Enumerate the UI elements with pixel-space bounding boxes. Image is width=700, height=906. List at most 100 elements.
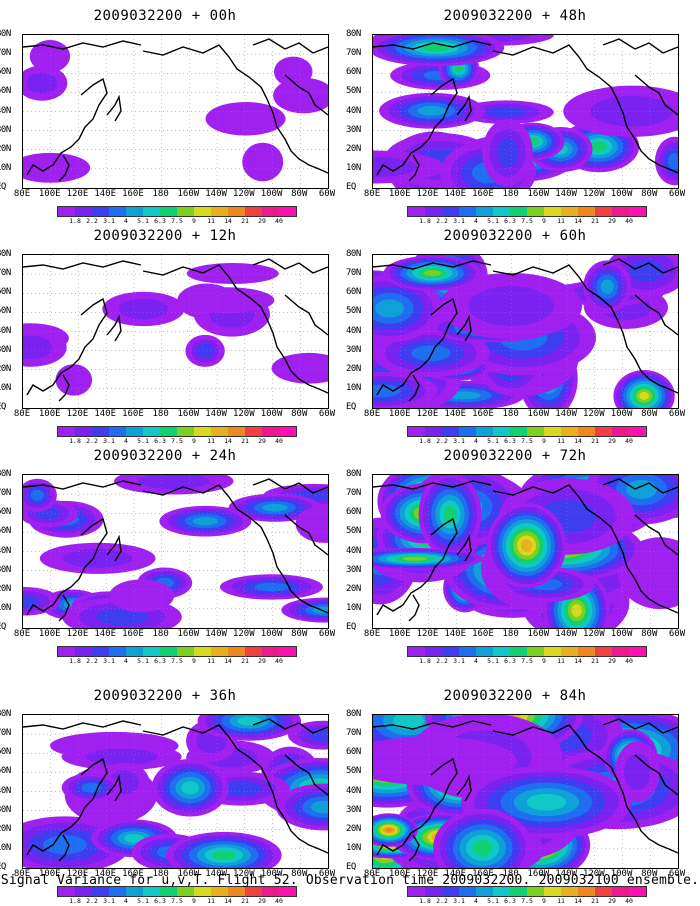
- variance-map: [22, 34, 329, 189]
- latitude-label: 60N: [0, 287, 11, 298]
- panel-title: 2009032200 + 48h: [443, 8, 587, 24]
- coastline: [260, 766, 328, 854]
- longitude-label: 100W: [260, 869, 283, 879]
- colorbar-tick-label: 40: [625, 657, 633, 665]
- colorbar-swatch: [578, 887, 595, 896]
- colorbar-swatch: [177, 427, 194, 436]
- colorbar-tick-label: 21: [241, 217, 249, 225]
- colorbar-swatch: [126, 207, 143, 216]
- colorbar-swatch: [544, 647, 561, 656]
- colorbar-swatch: [245, 887, 262, 896]
- colorbar-tick-label: 14: [574, 897, 582, 905]
- colorbar-swatch: [92, 647, 109, 656]
- longitude-label: 160E: [472, 869, 494, 879]
- variance-contour: [212, 850, 236, 860]
- longitude-label: 160W: [527, 869, 550, 879]
- colorbar-tick-label: 2.2: [86, 897, 98, 905]
- variance-contour: [417, 105, 447, 116]
- longitude-label: 120W: [232, 409, 255, 419]
- latitude-label: 20N: [0, 143, 11, 154]
- latitude-label: 10N: [346, 382, 361, 393]
- map-canvas: [23, 715, 328, 868]
- longitude-label: 160W: [177, 869, 200, 879]
- colorbar-swatch: [527, 207, 544, 216]
- colorbar-swatch: [595, 887, 612, 896]
- colorbar-swatch: [629, 647, 646, 656]
- colorbar-swatch: [459, 887, 476, 896]
- colorbar-swatch: [578, 207, 595, 216]
- colorbar-tick-label: 29: [608, 657, 616, 665]
- variance-contour: [109, 579, 175, 613]
- latitude-label: 10N: [346, 162, 361, 173]
- latitude-label: 70N: [346, 488, 361, 499]
- latitude-label: 80N: [0, 249, 11, 259]
- forecast-panel: 2009032200 + 84h 80N 70N 60N 50N 40N 30N 20N 10N…: [346, 688, 685, 905]
- variance-contour: [422, 44, 450, 52]
- variance-contour: [373, 736, 517, 786]
- coastline: [456, 534, 472, 562]
- colorbar-tick-label: 9: [542, 657, 546, 665]
- longitude-label: 100E: [388, 869, 411, 879]
- colorbar-tick-label: 3.1: [453, 657, 465, 665]
- latitude-label: 20N: [0, 363, 11, 374]
- variance-contour: [219, 781, 262, 796]
- colorbar-tick-label: 2.2: [436, 217, 448, 225]
- coastline: [602, 718, 678, 734]
- latitude-label: 20N: [346, 143, 361, 154]
- latitude-label: 10N: [0, 162, 11, 173]
- variance-contour: [205, 102, 286, 136]
- colorbar-tick-label: 21: [591, 897, 599, 905]
- colorbar-swatch: [425, 427, 442, 436]
- coastline: [492, 264, 612, 308]
- colorbar-tick-label: 4: [474, 657, 478, 665]
- colorbar-swatch: [245, 207, 262, 216]
- longitude-label: 180: [152, 869, 169, 879]
- longitude-label: 160E: [472, 409, 494, 419]
- colorbar-swatch: [109, 647, 126, 656]
- colorbar-swatch: [75, 207, 92, 216]
- colorbar-tick-label: 1.8: [69, 217, 81, 225]
- variance-contour: [181, 781, 200, 795]
- colorbar-swatch: [629, 207, 646, 216]
- colorbar-tick-label: 7.5: [171, 217, 183, 225]
- variance-contour: [600, 279, 614, 294]
- colorbar-swatch: [544, 207, 561, 216]
- latitude-label: 50N: [0, 86, 11, 97]
- colorbar-tick-label: 14: [224, 897, 232, 905]
- longitude-label: 180: [152, 409, 169, 419]
- latitude-label: 50N: [346, 306, 361, 317]
- colorbar-tick-label: 9: [192, 217, 196, 225]
- longitude-label: 180: [502, 629, 519, 639]
- longitude-label: 100E: [38, 409, 61, 419]
- longitude-label: 160W: [527, 629, 550, 639]
- latitude-label: 80N: [346, 29, 361, 39]
- longitude-label: 160W: [177, 629, 200, 639]
- colorbar-tick-label: 5.1: [137, 897, 149, 905]
- longitude-label: 160W: [177, 189, 200, 199]
- colorbar-tick-label: 21: [591, 657, 599, 665]
- latitude-label: 70N: [0, 268, 11, 279]
- latitude-label: EQ: [346, 402, 356, 412]
- coastline: [284, 74, 328, 116]
- colorbar-swatch: [92, 207, 109, 216]
- latitude-label: EQ: [346, 622, 356, 632]
- colorbar-swatch: [629, 427, 646, 436]
- colorbar-tick-label: 6.3: [504, 437, 516, 445]
- longitude-label: 120W: [232, 869, 255, 879]
- colorbar-tick-label: 11: [557, 897, 565, 905]
- panel-title: 2009032200 + 12h: [93, 228, 237, 244]
- variance-contour: [485, 107, 527, 118]
- longitude-label: 180: [502, 409, 519, 419]
- coastline: [284, 514, 328, 556]
- colorbar-tick-label: 6.3: [504, 657, 516, 665]
- colorbar-swatch: [527, 647, 544, 656]
- colorbar-swatch: [75, 647, 92, 656]
- variance-contour: [43, 835, 87, 855]
- coastline: [376, 517, 458, 616]
- colorbar-swatch: [544, 427, 561, 436]
- longitude-label: 120E: [66, 409, 89, 419]
- coastline: [408, 154, 420, 182]
- longitude-label: 100W: [610, 629, 633, 639]
- longitude-label: 160E: [122, 409, 144, 419]
- forecast-panel: 2009032200 + 00h 80N 70N 60N 50N 40N 30N 20N 10N…: [0, 8, 335, 225]
